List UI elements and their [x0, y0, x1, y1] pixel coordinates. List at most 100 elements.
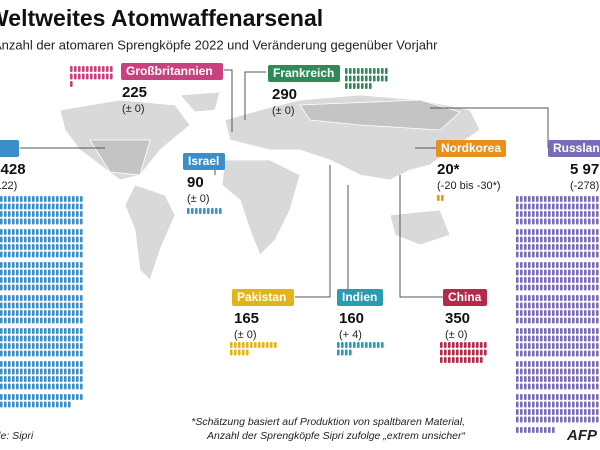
- warhead-icon: [572, 409, 575, 415]
- warhead-icon: [524, 295, 527, 301]
- warhead-icon: [536, 376, 539, 382]
- warhead-icon: [544, 343, 547, 349]
- warhead-icon: [44, 295, 47, 301]
- warhead-icon: [568, 295, 571, 301]
- warhead-icon: [556, 218, 559, 225]
- warhead-icon: [564, 343, 567, 349]
- warhead-icon: [36, 383, 39, 390]
- country-name: Indien: [342, 290, 377, 304]
- warhead-icon: [32, 343, 35, 349]
- warhead-icon: [44, 244, 47, 250]
- warhead-icon: [52, 244, 55, 250]
- warhead-icon: [8, 229, 11, 235]
- warhead-icon: [52, 350, 55, 357]
- warhead-icon: [516, 229, 519, 235]
- warhead-icon: [64, 383, 67, 390]
- warhead-icon: [572, 229, 575, 235]
- warhead-icon: [20, 328, 23, 334]
- warhead-icon: [52, 284, 55, 291]
- warhead-icon: [444, 349, 447, 356]
- warhead-icon: [448, 342, 451, 348]
- warhead-icon: [32, 284, 35, 291]
- warhead-icon: [68, 277, 71, 283]
- warhead-icon: [20, 229, 23, 235]
- country: USA5 428(-122): [0, 140, 83, 408]
- warhead-icon: [552, 203, 555, 210]
- warhead-icons: [437, 195, 444, 201]
- warhead-icon: [560, 262, 563, 268]
- warhead-icon: [60, 244, 63, 250]
- warhead-icon: [596, 383, 599, 390]
- warhead-icons: [440, 342, 487, 363]
- warhead-icon: [548, 335, 551, 342]
- warhead-icon: [76, 251, 79, 258]
- warhead-icon: [68, 196, 71, 202]
- warhead-icon: [596, 361, 599, 367]
- warhead-icon: [592, 196, 595, 202]
- warhead-icon: [520, 394, 523, 400]
- warhead-icon: [592, 284, 595, 291]
- warhead-icon: [532, 284, 535, 291]
- warhead-icon: [556, 277, 559, 283]
- warhead-icon: [32, 317, 35, 324]
- warhead-icon: [36, 310, 39, 316]
- warhead-icon: [76, 244, 79, 250]
- warhead-icon: [48, 244, 51, 250]
- warhead-icon: [548, 262, 551, 268]
- warhead-icon: [203, 208, 206, 214]
- warhead-icon: [16, 376, 19, 382]
- warhead-icon: [556, 376, 559, 382]
- warhead-icon: [568, 251, 571, 258]
- warhead-icon: [20, 350, 23, 357]
- warhead-icon: [4, 368, 7, 375]
- warhead-icon: [544, 262, 547, 268]
- warhead-icon: [4, 236, 7, 243]
- warhead-icon: [56, 361, 59, 367]
- warhead-icon: [536, 203, 539, 210]
- warhead-icon: [568, 383, 571, 390]
- warhead-icon: [64, 376, 67, 382]
- warhead-icon: [381, 342, 384, 348]
- warhead-icon: [28, 211, 31, 217]
- warhead-icon: [48, 335, 51, 342]
- warhead-icon: [468, 349, 471, 356]
- warhead-icon: [524, 317, 527, 324]
- warhead-icon: [572, 196, 575, 202]
- warhead-icon: [596, 211, 599, 217]
- warhead-icon: [536, 251, 539, 258]
- warhead-icon: [48, 218, 51, 225]
- warhead-icon: [24, 361, 27, 367]
- warhead-icon: [195, 208, 198, 214]
- warhead-icon: [56, 211, 59, 217]
- warhead-icon: [524, 376, 527, 382]
- warhead-icon: [540, 211, 543, 217]
- warhead-icon: [532, 335, 535, 342]
- warhead-icon: [476, 357, 479, 363]
- warhead-count: 350: [445, 310, 470, 327]
- warhead-icon: [560, 244, 563, 250]
- warhead-icon: [592, 269, 595, 276]
- warhead-icon: [28, 350, 31, 357]
- warhead-icon: [72, 295, 75, 301]
- warhead-icon: [568, 343, 571, 349]
- warhead-icon: [588, 236, 591, 243]
- warhead-icon: [564, 244, 567, 250]
- warhead-icon: [584, 416, 587, 423]
- warhead-icon: [572, 401, 575, 408]
- warhead-icon: [20, 203, 23, 210]
- warhead-icon: [528, 244, 531, 250]
- warhead-icon: [516, 277, 519, 283]
- warhead-icon: [516, 203, 519, 210]
- warhead-icon: [0, 310, 3, 316]
- warhead-icon: [544, 277, 547, 283]
- warhead-icon: [64, 211, 67, 217]
- warhead-icon: [24, 244, 27, 250]
- warhead-icon: [20, 376, 23, 382]
- warhead-icon: [560, 328, 563, 334]
- warhead-icon: [70, 73, 73, 80]
- warhead-icon: [28, 277, 31, 283]
- warhead-icon: [76, 394, 79, 400]
- warhead-icon: [580, 343, 583, 349]
- warhead-icon: [76, 302, 79, 309]
- warhead-icon: [588, 361, 591, 367]
